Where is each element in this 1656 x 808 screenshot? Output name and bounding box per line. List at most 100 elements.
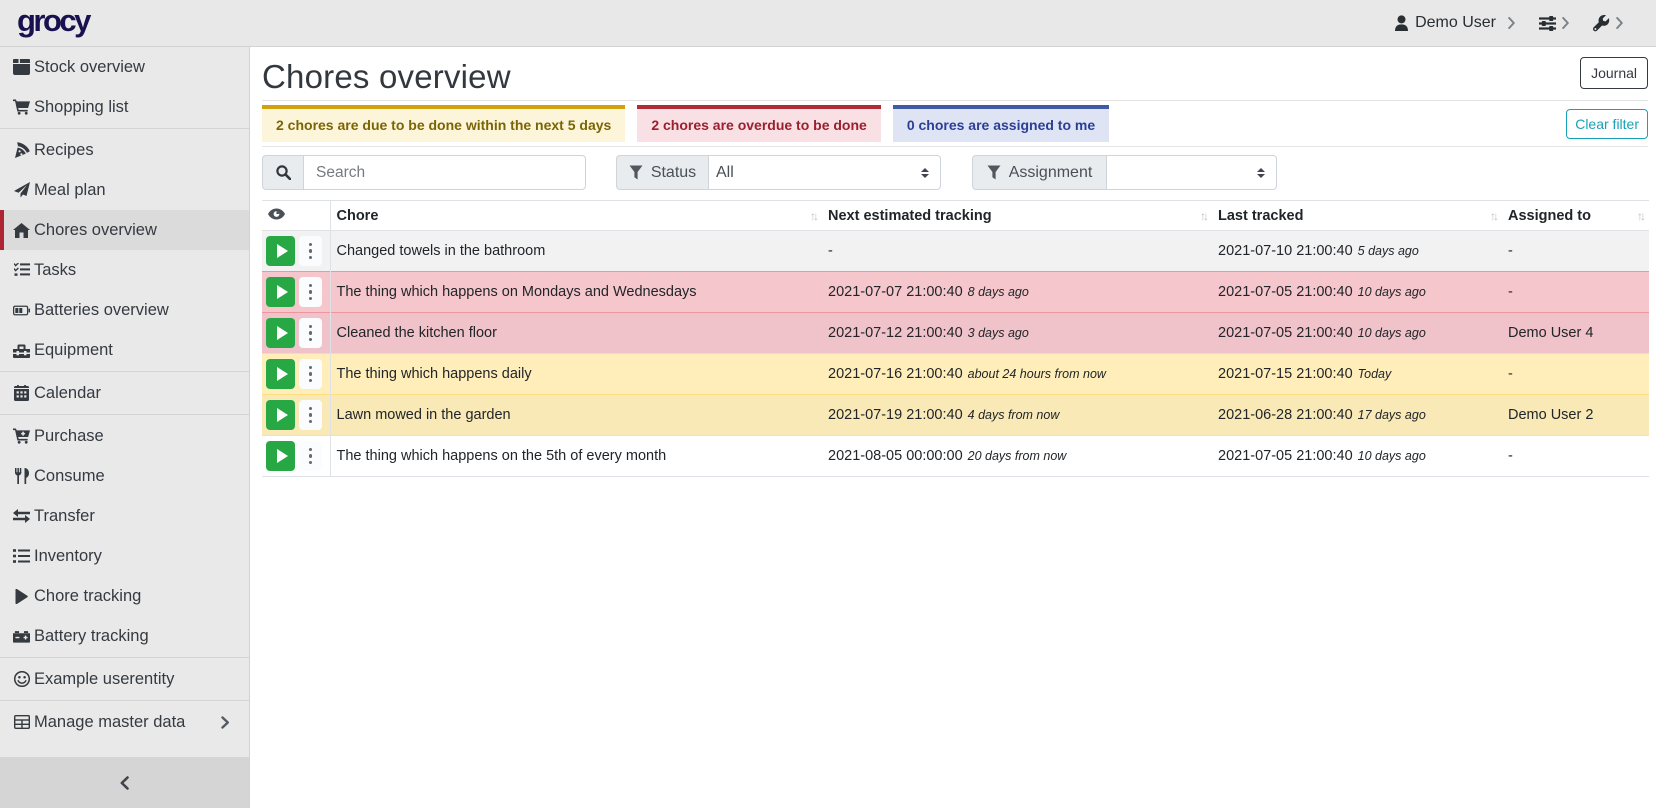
track-chore-button[interactable] <box>266 277 295 307</box>
chevron-right-icon <box>1508 17 1515 29</box>
status-select[interactable]: All <box>708 155 941 190</box>
last-tracked-cell: 2021-07-05 21:00:40 10 days ago <box>1212 312 1502 354</box>
settings-menu[interactable] <box>1539 15 1569 31</box>
column-visibility-header[interactable] <box>262 200 331 231</box>
table-icon <box>13 715 30 729</box>
column-header-last[interactable]: Last tracked ↑↓ <box>1212 200 1502 231</box>
sidebar-item-inventory[interactable]: Inventory <box>0 536 249 576</box>
sidebar-item-recipes[interactable]: Recipes <box>0 130 249 170</box>
overdue-filter-box[interactable]: 2 chores are overdue to be done <box>637 105 881 142</box>
toolbox-icon <box>13 343 30 358</box>
next-tracking-cell: 2021-07-07 21:00:40 8 days ago <box>822 271 1212 313</box>
sidebar-item-batteries-overview[interactable]: Batteries overview <box>0 290 249 330</box>
journal-button[interactable]: Journal <box>1580 56 1648 89</box>
eye-icon <box>268 208 285 220</box>
sidebar-item-calendar[interactable]: Calendar <box>0 373 249 413</box>
sidebar-item-label: Equipment <box>34 340 113 359</box>
sliders-icon <box>1539 15 1556 31</box>
sidebar-item-equipment[interactable]: Equipment <box>0 330 249 370</box>
chore-row: The thing which happens on the 5th of ev… <box>262 435 1649 477</box>
track-chore-button[interactable] <box>266 359 295 389</box>
sidebar-item-purchase[interactable]: Purchase <box>0 416 249 456</box>
row-actions-cell <box>262 435 331 477</box>
track-chore-button[interactable] <box>266 236 295 266</box>
chores-table-body: Changed towels in the bathroom -2021-07-1… <box>262 230 1649 477</box>
sidebar-item-chore-tracking[interactable]: Chore tracking <box>0 576 249 616</box>
sidebar-item-label: Batteries overview <box>34 300 169 319</box>
timeago-label: 5 days ago <box>1357 244 1419 258</box>
row-menu-button[interactable] <box>299 236 322 266</box>
last-tracked-cell: 2021-07-15 21:00:40 Today <box>1212 353 1502 395</box>
sidebar-item-transfer[interactable]: Transfer <box>0 496 249 536</box>
sort-icon: ↑↓ <box>810 208 819 223</box>
sidebar-item-consume[interactable]: Consume <box>0 456 249 496</box>
datetime-value: 2021-07-15 21:00:40 <box>1218 366 1353 382</box>
assignment-filter-group: Assignment <box>972 155 1277 190</box>
sort-icon: ↑↓ <box>1637 208 1646 223</box>
sidebar-item-label: Shopping list <box>34 97 129 116</box>
sidebar-divider <box>0 700 249 701</box>
assignment-select[interactable] <box>1106 155 1277 190</box>
assigned-to-cell: Demo User 2 <box>1502 394 1649 436</box>
assigned-to-cell: - <box>1502 230 1649 272</box>
user-menu[interactable]: Demo User <box>1394 14 1515 32</box>
sidebar-item-example-userentity[interactable]: Example userentity <box>0 659 249 699</box>
admin-menu[interactable] <box>1593 14 1623 32</box>
sidebar-item-label: Chores overview <box>34 220 157 239</box>
datetime-value: - <box>828 243 833 259</box>
column-header-assigned[interactable]: Assigned to ↑↓ <box>1502 200 1649 231</box>
divider <box>262 100 1648 101</box>
sidebar-item-stock-overview[interactable]: Stock overview <box>0 47 249 87</box>
track-chore-button[interactable] <box>266 441 295 471</box>
paper-plane-icon <box>13 182 30 198</box>
datetime-value: 2021-07-12 21:00:40 <box>828 325 963 341</box>
track-chore-button[interactable] <box>266 318 295 348</box>
play-icon <box>276 449 288 463</box>
brand-logo[interactable]: grocy <box>17 2 91 38</box>
ellipsis-dot <box>308 419 313 424</box>
timeago-label: 10 days ago <box>1357 285 1426 299</box>
row-menu-button[interactable] <box>299 359 322 389</box>
assigned-filter-box[interactable]: 0 chores are assigned to me <box>892 105 1110 142</box>
chore-name-cell: The thing which happens on Mondays and W… <box>330 271 822 313</box>
sidebar-item-shopping-list[interactable]: Shopping list <box>0 87 249 127</box>
row-menu-button[interactable] <box>299 318 322 348</box>
select-arrows-icon <box>921 167 929 178</box>
datetime-value: 2021-07-16 21:00:40 <box>828 366 963 382</box>
assigned-to-cell: - <box>1502 353 1649 395</box>
timeago-label: 17 days ago <box>1357 408 1426 422</box>
chore-name-cell: Lawn mowed in the garden <box>330 394 822 436</box>
sidebar-item-manage-master-data[interactable]: Manage master data <box>0 702 249 742</box>
calendar-icon <box>13 385 30 401</box>
search-icon-box <box>262 155 303 190</box>
row-menu-button[interactable] <box>299 400 322 430</box>
row-menu-button[interactable] <box>299 441 322 471</box>
sidebar-item-label: Manage master data <box>34 712 186 731</box>
top-navbar: grocy Demo User <box>0 0 1656 47</box>
divider <box>262 146 1648 147</box>
battery-icon <box>13 305 30 316</box>
column-header-chore[interactable]: Chore ↑↓ <box>330 200 822 231</box>
last-tracked-cell: 2021-07-10 21:00:40 5 days ago <box>1212 230 1502 272</box>
column-header-label: Last tracked <box>1218 207 1304 224</box>
sidebar-item-meal-plan[interactable]: Meal plan <box>0 170 249 210</box>
status-filter-label: Status <box>616 155 708 190</box>
ellipsis-dot <box>308 447 313 452</box>
due-soon-filter-box[interactable]: 2 chores are due to be done within the n… <box>262 105 626 142</box>
sidebar-item-label: Example userentity <box>34 669 175 688</box>
column-header-next[interactable]: Next estimated tracking ↑↓ <box>822 200 1212 231</box>
sidebar-item-tasks[interactable]: Tasks <box>0 250 249 290</box>
sidebar-item-chores-overview[interactable]: Chores overview <box>0 210 249 250</box>
user-menu-label: Demo User <box>1415 14 1496 31</box>
sidebar-item-label: Calendar <box>34 383 101 402</box>
ellipsis-dot <box>308 378 313 383</box>
sidebar-item-label: Inventory <box>34 546 102 565</box>
chore-name-cell: The thing which happens on the 5th of ev… <box>330 435 822 477</box>
list-icon <box>13 549 30 563</box>
sidebar-collapse-button[interactable] <box>0 757 249 808</box>
clear-filter-button[interactable]: Clear filter <box>1566 108 1648 139</box>
search-input[interactable] <box>303 155 586 190</box>
track-chore-button[interactable] <box>266 400 295 430</box>
sidebar-item-battery-tracking[interactable]: Battery tracking <box>0 616 249 656</box>
row-menu-button[interactable] <box>299 277 322 307</box>
